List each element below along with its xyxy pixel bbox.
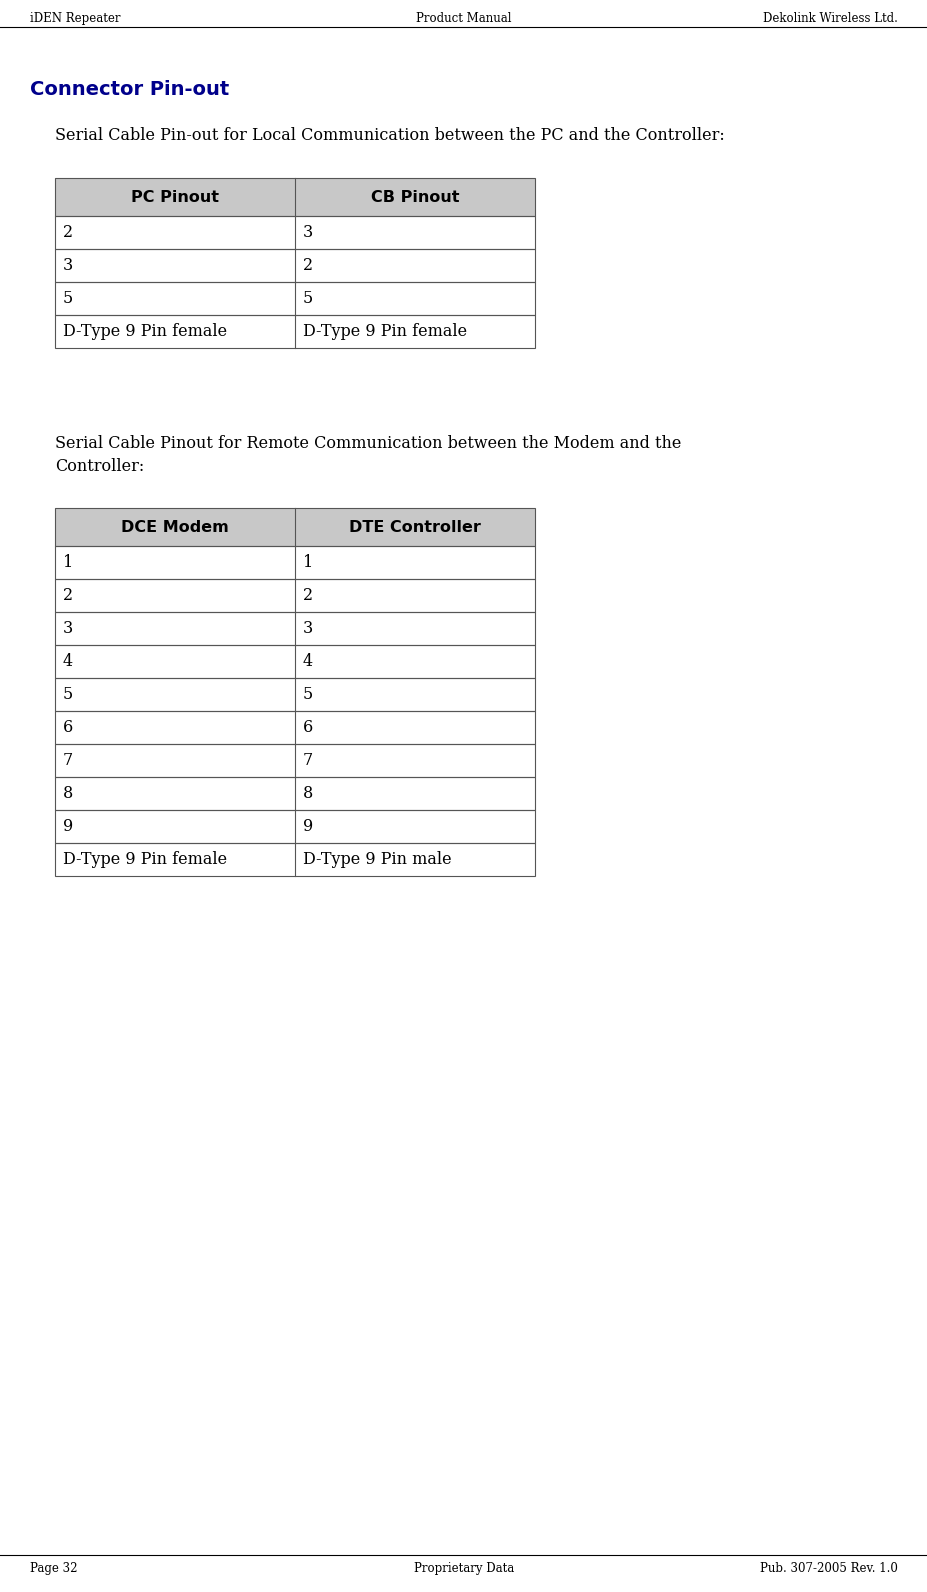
Text: 3: 3: [63, 256, 73, 274]
Bar: [55, 743, 535, 777]
Bar: [55, 712, 535, 743]
Bar: [55, 777, 535, 810]
Text: 5: 5: [63, 686, 73, 704]
Text: 3: 3: [63, 619, 73, 637]
Bar: [55, 645, 535, 678]
Text: Connector Pin-out: Connector Pin-out: [30, 80, 229, 99]
Bar: [55, 282, 535, 315]
Text: D-Type 9 Pin male: D-Type 9 Pin male: [303, 852, 451, 868]
Bar: [55, 678, 535, 712]
Bar: [55, 712, 535, 743]
Text: Serial Cable Pinout for Remote Communication between the Modem and the: Serial Cable Pinout for Remote Communica…: [55, 435, 680, 452]
Bar: [55, 743, 535, 777]
Text: CB Pinout: CB Pinout: [371, 189, 459, 204]
Bar: [55, 178, 535, 217]
Text: Product Manual: Product Manual: [416, 13, 511, 25]
Bar: [55, 315, 535, 349]
Text: 1: 1: [303, 554, 313, 572]
Bar: [55, 248, 535, 282]
Text: 5: 5: [63, 290, 73, 307]
Text: D-Type 9 Pin female: D-Type 9 Pin female: [63, 323, 227, 341]
Bar: [55, 810, 535, 844]
Text: 2: 2: [303, 256, 312, 274]
Bar: [55, 217, 535, 248]
Text: D-Type 9 Pin female: D-Type 9 Pin female: [303, 323, 466, 341]
Bar: [55, 546, 535, 579]
Text: 4: 4: [303, 653, 312, 670]
Text: PC Pinout: PC Pinout: [131, 189, 219, 204]
Text: Controller:: Controller:: [55, 458, 144, 474]
Bar: [55, 611, 535, 645]
Bar: [55, 508, 535, 546]
Text: Serial Cable Pin-out for Local Communication between the PC and the Controller:: Serial Cable Pin-out for Local Communica…: [55, 127, 724, 143]
Text: 7: 7: [303, 751, 313, 769]
Text: DCE Modem: DCE Modem: [121, 519, 229, 535]
Text: 2: 2: [303, 587, 312, 603]
Text: 1: 1: [63, 554, 73, 572]
Text: 2: 2: [63, 224, 73, 240]
Text: Pub. 307-2005 Rev. 1.0: Pub. 307-2005 Rev. 1.0: [759, 1562, 897, 1574]
Text: 8: 8: [63, 785, 73, 802]
Text: 3: 3: [303, 619, 313, 637]
Bar: [55, 611, 535, 645]
Text: DTE Controller: DTE Controller: [349, 519, 480, 535]
Text: Proprietary Data: Proprietary Data: [413, 1562, 514, 1574]
Bar: [55, 546, 535, 579]
Text: 9: 9: [303, 818, 313, 834]
Bar: [55, 678, 535, 712]
Text: Dekolink Wireless Ltd.: Dekolink Wireless Ltd.: [762, 13, 897, 25]
Text: iDEN Repeater: iDEN Repeater: [30, 13, 121, 25]
Bar: [55, 217, 535, 248]
Bar: [55, 844, 535, 876]
Text: 6: 6: [303, 720, 313, 736]
Bar: [55, 777, 535, 810]
Text: 5: 5: [303, 290, 313, 307]
Bar: [55, 810, 535, 844]
Text: 2: 2: [63, 587, 73, 603]
Text: 8: 8: [303, 785, 313, 802]
Text: D-Type 9 Pin female: D-Type 9 Pin female: [63, 852, 227, 868]
Bar: [55, 315, 535, 349]
Text: 6: 6: [63, 720, 73, 736]
Bar: [55, 645, 535, 678]
Text: 7: 7: [63, 751, 73, 769]
Text: 3: 3: [303, 224, 313, 240]
Text: Page 32: Page 32: [30, 1562, 78, 1574]
Bar: [55, 844, 535, 876]
Text: 5: 5: [303, 686, 313, 704]
Text: 9: 9: [63, 818, 73, 834]
Bar: [55, 508, 535, 546]
Bar: [55, 178, 535, 217]
Bar: [55, 282, 535, 315]
Bar: [55, 579, 535, 611]
Text: 4: 4: [63, 653, 73, 670]
Bar: [55, 579, 535, 611]
Bar: [55, 248, 535, 282]
